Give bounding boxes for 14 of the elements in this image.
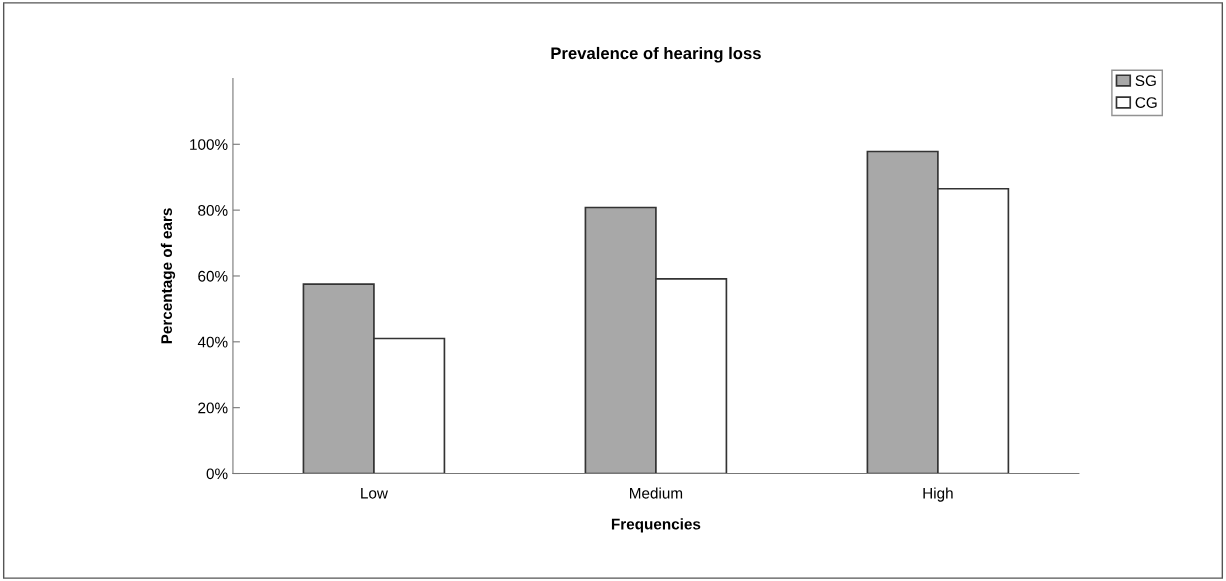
x-tick-label: High: [923, 487, 953, 502]
x-axis-title: Frequencies: [611, 518, 701, 533]
y-tick-label: 100%: [190, 139, 228, 150]
x-tick-label: Low: [361, 487, 388, 499]
y-axis-title: Percentage of ears: [160, 208, 176, 344]
y-tick-label: 80%: [198, 205, 228, 216]
y-tick-label: 40%: [197, 336, 228, 348]
legend-label: CG: [1135, 97, 1157, 108]
x-tick-label: Medium: [630, 487, 683, 499]
legend-label: SG: [1135, 75, 1156, 87]
y-tick-label: 60%: [198, 270, 228, 282]
y-tick-label: 20%: [198, 402, 228, 414]
y-tick-label: 0%: [206, 468, 228, 480]
chart-title: Prevalence of hearing loss: [551, 46, 761, 63]
